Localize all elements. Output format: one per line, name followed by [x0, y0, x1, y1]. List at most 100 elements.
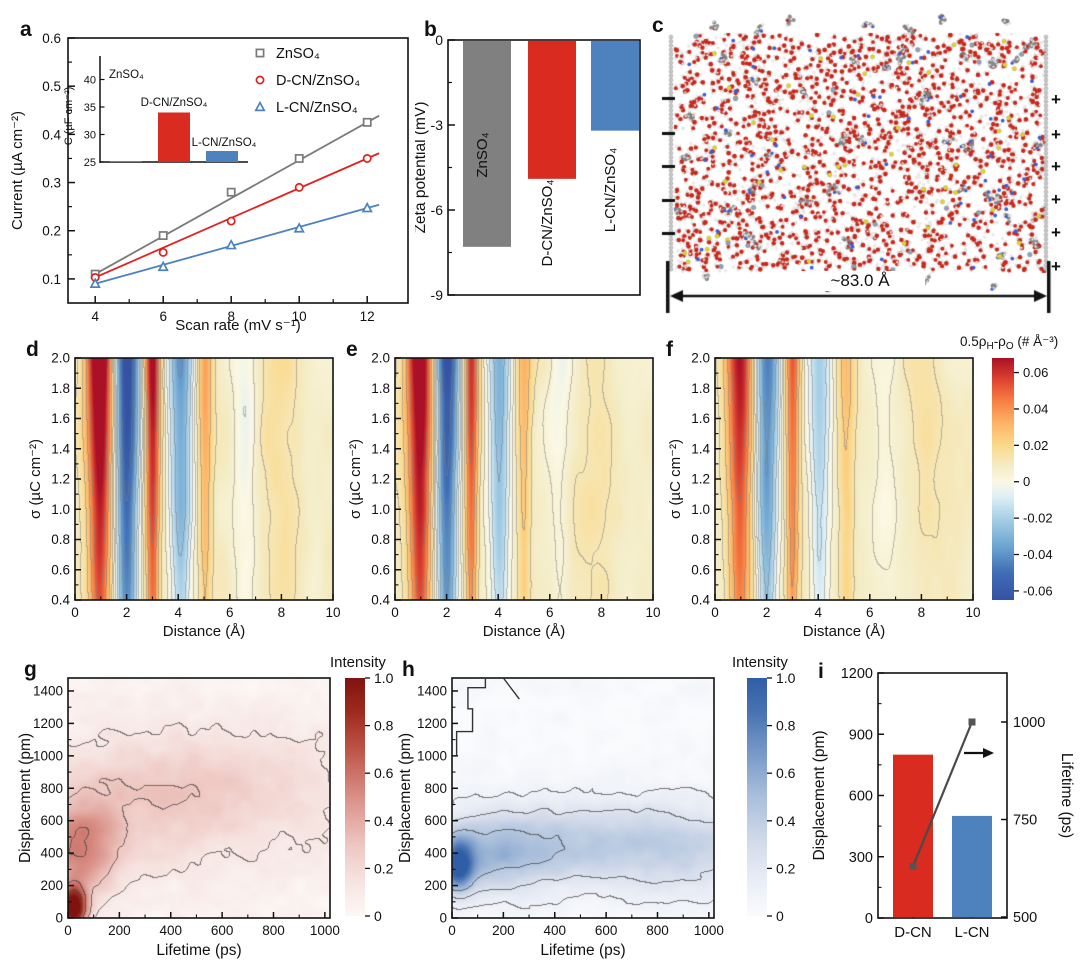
- inset-bar: [110, 161, 142, 162]
- tick-label: 0: [374, 908, 382, 924]
- panel-label-g: g: [24, 658, 37, 681]
- x-axis-label: Distance (Å): [483, 623, 566, 640]
- panel-label-h: h: [402, 658, 415, 681]
- tick-label: 0: [391, 605, 399, 620]
- inset-bar-label: ZnSO₄: [109, 69, 144, 81]
- tick-label: 2.0: [691, 351, 710, 366]
- panel-f: 0 2 4 6 8 10 2.0 1.8 1.6 1.4 1.2 1.0 0.8 0.6 0.4 Distan…: [668, 336, 988, 648]
- displacement-bar: [893, 754, 933, 918]
- tick-label: 0.4: [42, 127, 61, 142]
- x-axis-label: Lifetime (ps): [540, 942, 625, 959]
- tick-label: 1.2: [371, 472, 390, 487]
- tick-label: 30: [84, 130, 96, 142]
- tick-label: 1000: [33, 748, 63, 763]
- y-axis-label: Displacement (pm): [398, 733, 414, 863]
- tick-label: 8: [918, 605, 926, 620]
- tick-label: 1.8: [691, 381, 710, 396]
- tick-label: 0: [439, 911, 447, 926]
- tick-label: 1.8: [371, 381, 390, 396]
- y-axis-label: σ (µC cm⁻²): [348, 439, 364, 519]
- inset-bar: [206, 151, 238, 162]
- x-axis-label: Scan rate (mV s⁻¹): [175, 317, 300, 334]
- tick-label: 800: [424, 781, 447, 796]
- zeta-bar: [591, 40, 639, 131]
- tick-label: 1.2: [691, 472, 710, 487]
- tick-label: 0.6: [371, 562, 390, 577]
- tick-label: 600: [424, 813, 447, 828]
- tick-label: 10: [325, 605, 340, 620]
- tick-label: 10: [292, 309, 307, 324]
- tick-label: 1.0: [374, 670, 394, 686]
- y-axis-label: Current (µA cm⁻²): [9, 111, 26, 230]
- bar-label: ZnSO₄: [474, 132, 491, 177]
- panel-i: 0 300 600 900 1200 500 750 1000 D-CN L-CN Displace…: [808, 652, 1088, 978]
- right-axis-arrow-icon: [983, 748, 994, 758]
- bar-label: L-CN/ZnSO₄: [602, 148, 619, 232]
- tick-label: 200: [108, 923, 131, 938]
- tick-label: 8: [227, 309, 235, 324]
- tick-label: 0.8: [51, 532, 70, 547]
- tick-label: 4: [814, 605, 822, 620]
- tick-label: 0.5: [42, 79, 61, 94]
- panel-h-heatmap-canvas: [452, 678, 714, 918]
- tick-label: 0.02: [1023, 438, 1048, 453]
- y-axis-label: σ (µC cm⁻²): [28, 439, 44, 519]
- panel-b-chart: 0 -3 -6 -9 Zeta potential (mV) ZnSO₄ D-CN/ZnSO…: [415, 32, 641, 303]
- tick-label: 0.06: [1023, 365, 1048, 380]
- colorbar-gradient: [992, 358, 1014, 600]
- tick-label: 1.0: [691, 502, 710, 517]
- g-colorbar-title: Intensity: [330, 654, 386, 671]
- tick-label: 2.0: [51, 351, 70, 366]
- tick-label: 1.4: [371, 441, 390, 456]
- panel-i-chart: 0 300 600 900 1200 500 750 1000 D-CN L-CN Displace…: [811, 666, 1075, 941]
- tick-label: 40: [84, 75, 96, 87]
- panel-label-d: d: [26, 338, 39, 361]
- tick-label: 0: [711, 605, 719, 620]
- tick-label: 800: [646, 923, 669, 938]
- tick-label: -9: [431, 287, 444, 303]
- tick-label: 2: [443, 605, 451, 620]
- tick-label: 0.4: [371, 593, 390, 608]
- tick-label: -6: [431, 202, 444, 218]
- tick-label: 600: [595, 923, 618, 938]
- panel-b: 0 -3 -6 -9 Zeta potential (mV) ZnSO₄ D-CN/ZnSO…: [415, 8, 657, 338]
- panel-g: 0 200 400 600 800 1000 0 200 400 600 800 1000 1200 14…: [18, 652, 438, 978]
- tick-label: 8: [278, 605, 286, 620]
- tick-label: 500: [1013, 910, 1037, 926]
- tick-label: 600: [211, 923, 234, 938]
- tick-label: 0.8: [374, 718, 394, 734]
- tick-label: 0: [435, 32, 443, 48]
- tick-label: -0.02: [1023, 511, 1053, 526]
- box-width-annotation: ~83.0 Å: [795, 271, 925, 291]
- tick-label: 800: [40, 781, 63, 796]
- inset-bar-label: D-CN/ZnSO₄: [141, 97, 208, 109]
- bar-label: D-CN/ZnSO₄: [539, 180, 556, 267]
- tick-label: 600: [849, 789, 873, 805]
- plus-charge: +: [1051, 157, 1061, 176]
- tick-label: -0.04: [1023, 547, 1053, 562]
- inset-bar-label: L-CN/ZnSO₄: [192, 137, 257, 149]
- tick-label: 0: [1023, 474, 1030, 489]
- lifetime-marker: [968, 718, 976, 726]
- tick-label: 0.4: [776, 813, 796, 829]
- tick-label: 0.2: [374, 860, 394, 876]
- tick-label: 1000: [694, 923, 724, 938]
- tick-label: 4: [174, 605, 182, 620]
- tick-label: 600: [40, 813, 63, 828]
- tick-label: 0: [64, 923, 72, 938]
- panel-a: 4 6 8 10 12 0.1 0.2 0.3 0.4 0.5 0.6 Scan rate (mV s…: [8, 8, 420, 338]
- legend-item: ZnSO₄: [276, 46, 320, 62]
- tick-label: 1.4: [51, 441, 70, 456]
- panel-g-heatmap-canvas: [68, 678, 330, 918]
- plus-charge: +: [1051, 223, 1061, 242]
- tick-label: 1000: [417, 748, 447, 763]
- tick-label: 6: [546, 605, 554, 620]
- legend-item: L-CN/ZnSO₄: [276, 100, 358, 116]
- tick-label: 1.6: [691, 411, 710, 426]
- tick-label: 1400: [33, 683, 63, 698]
- y-axis-label: Zeta potential (mV): [415, 102, 429, 234]
- panel-f-axes: 0 2 4 6 8 10 2.0 1.8 1.6 1.4 1.2 1.0 0.8 0.6 0.4 Distan…: [668, 351, 981, 641]
- panel-d: 0 2 4 6 8 10 2.0 1.8 1.6 1.4 1.2 1.0 0.8 0.6 0.4 Distan…: [28, 336, 348, 648]
- x-axis-label: Lifetime (ps): [156, 942, 241, 959]
- tick-label: 1200: [417, 716, 447, 731]
